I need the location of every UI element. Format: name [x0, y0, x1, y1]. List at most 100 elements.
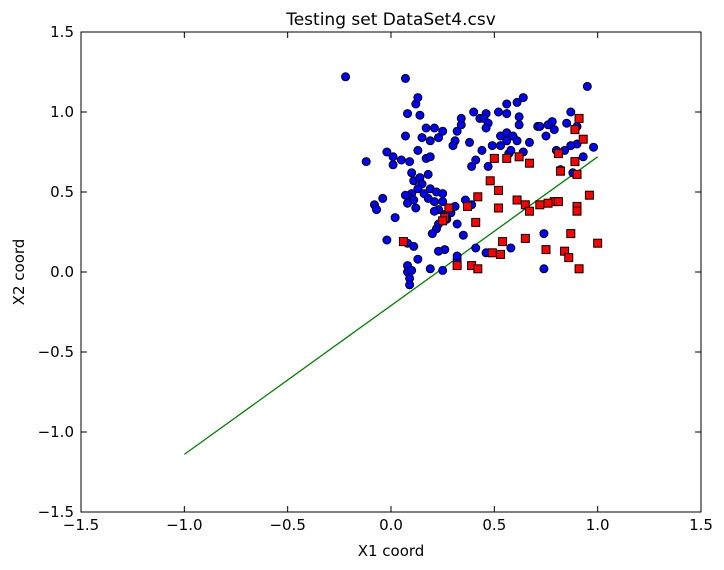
data-point-square: [574, 264, 584, 274]
data-point-circle: [378, 193, 388, 203]
data-point-circle: [434, 133, 444, 143]
data-point-circle: [405, 280, 415, 290]
data-point-square: [535, 200, 545, 210]
data-point-circle: [372, 205, 382, 215]
x-tick-label: 0.0: [379, 516, 403, 534]
data-point-circle: [452, 219, 462, 229]
data-point-square: [553, 197, 563, 207]
x-tick-label: −1.5: [63, 516, 99, 534]
data-point-circle: [429, 123, 439, 133]
data-point-circle: [506, 243, 516, 253]
data-point-square: [570, 157, 580, 167]
y-tick-label: 0.5: [50, 183, 74, 201]
data-point-circle: [427, 229, 437, 239]
data-point-square: [502, 153, 512, 163]
data-point-circle: [421, 123, 431, 133]
data-point-square: [498, 237, 508, 247]
data-point-square: [489, 153, 499, 163]
data-point-square: [564, 253, 574, 263]
data-point-square: [473, 264, 483, 274]
data-point-square: [543, 198, 553, 208]
plot-area: [183, 72, 603, 455]
data-point-circle: [429, 206, 439, 216]
data-point-circle: [566, 107, 576, 117]
data-point-square: [487, 248, 497, 258]
data-point-circle: [496, 141, 506, 151]
x-axis: −1.5 −1.0 −0.5 0.0 0.5 1.0 1.5: [63, 32, 713, 534]
x-tick-label: −0.5: [269, 516, 305, 534]
data-point-square: [566, 229, 576, 239]
data-point-square: [471, 217, 481, 227]
data-point-square: [572, 206, 582, 216]
data-point-circle: [514, 112, 524, 122]
data-point-circle: [396, 155, 406, 165]
data-point-circle: [477, 145, 487, 155]
data-point-square: [572, 169, 582, 179]
y-axis-label: X2 coord: [10, 239, 28, 306]
data-point-circle: [512, 136, 522, 146]
data-point-circle: [452, 126, 462, 136]
data-point-square: [574, 113, 584, 123]
data-point-circle: [403, 198, 413, 208]
data-point-circle: [388, 160, 398, 170]
data-point-circle: [514, 120, 524, 130]
data-point-square: [524, 206, 534, 216]
data-point-circle: [562, 118, 572, 128]
data-point-circle: [502, 136, 512, 146]
data-point-circle: [518, 93, 528, 103]
data-point-circle: [506, 145, 516, 155]
y-tick-label: −1.0: [38, 423, 74, 441]
data-point-circle: [434, 246, 444, 256]
data-point-circle: [448, 141, 458, 151]
data-point-circle: [438, 126, 448, 136]
data-point-circle: [413, 184, 423, 194]
data-point-circle: [493, 107, 503, 117]
data-point-circle: [341, 72, 351, 82]
data-point-circle: [539, 264, 549, 274]
data-point-circle: [566, 141, 576, 151]
data-point-circle: [425, 264, 435, 274]
data-point-circle: [458, 230, 468, 240]
x-tick-label: 0.5: [482, 516, 506, 534]
data-point-circle: [547, 117, 557, 127]
data-point-square: [398, 237, 408, 247]
data-point-square: [512, 195, 522, 205]
data-point-square: [496, 249, 506, 259]
data-point-square: [555, 166, 565, 176]
data-point-circle: [400, 190, 410, 200]
data-point-square: [493, 203, 503, 213]
chart-title: Testing set DataSet4.csv: [285, 10, 496, 30]
data-point-circle: [471, 243, 481, 253]
data-point-square: [444, 203, 454, 213]
data-point-circle: [388, 152, 398, 162]
data-point-circle: [539, 229, 549, 239]
data-point-circle: [487, 141, 497, 151]
data-point-square: [570, 125, 580, 135]
data-point-square: [473, 192, 483, 202]
data-point-circle: [415, 110, 425, 120]
y-tick-label: −1.5: [38, 503, 74, 521]
data-point-square: [520, 233, 530, 243]
data-point-circle: [405, 157, 415, 167]
data-point-circle: [467, 161, 477, 171]
data-point-circle: [413, 254, 423, 264]
data-point-circle: [481, 123, 491, 133]
data-point-circle: [361, 157, 371, 167]
data-point-circle: [456, 113, 466, 123]
data-point-circle: [409, 241, 419, 251]
x-tick-label: 1.0: [586, 516, 610, 534]
data-point-circle: [425, 136, 435, 146]
data-point-circle: [502, 109, 512, 119]
data-point-circle: [512, 97, 522, 107]
data-point-circle: [524, 137, 534, 147]
data-point-square: [584, 190, 594, 200]
data-point-square: [553, 149, 563, 159]
data-point-circle: [582, 81, 592, 91]
y-tick-label: 1.5: [50, 23, 74, 41]
y-tick-label: −0.5: [38, 343, 74, 361]
data-point-square: [485, 176, 495, 186]
data-point-circle: [413, 145, 423, 155]
data-point-circle: [407, 168, 417, 178]
